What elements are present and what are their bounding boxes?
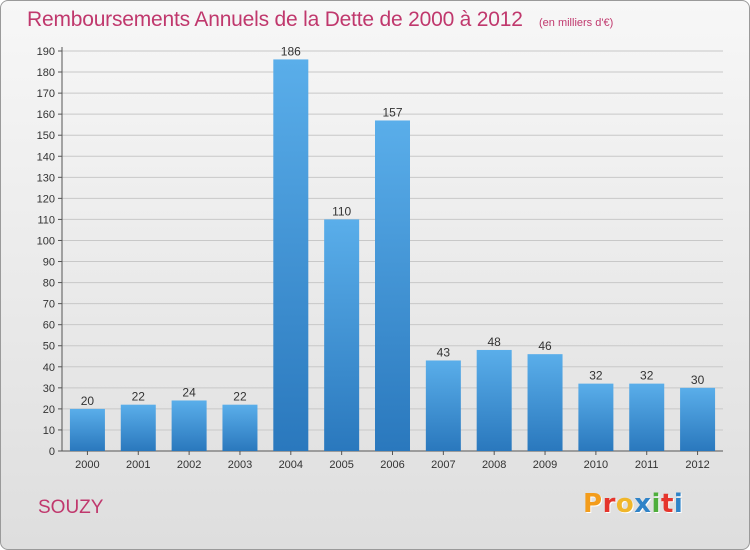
- x-tick-label: 2002: [177, 459, 201, 471]
- bar: [375, 120, 410, 451]
- bar: [324, 219, 360, 451]
- logo-letter-x: x: [634, 489, 652, 519]
- y-tick-label: 160: [37, 109, 55, 121]
- bar: [578, 383, 614, 451]
- bar-value-label: 43: [437, 345, 451, 359]
- y-tick-label: 120: [37, 193, 55, 205]
- bar-value-labels: 20 22 24 22 186 110 157 43 48 46 32 32 30: [81, 44, 705, 407]
- x-tick-label: 2003: [228, 459, 252, 471]
- x-tick-label: 2011: [635, 459, 659, 471]
- x-tick-label: 2009: [533, 459, 557, 471]
- x-axis-tick-labels: 2000 2001 2002 2003 2004 2005 2006 2007 2008 2009…: [75, 459, 710, 471]
- bar-value-label: 32: [640, 369, 654, 383]
- bar: [222, 404, 258, 451]
- y-axis-tick-labels: 0 10 20 30 40 50 60 70 80 90 100 110 120 130 140 150 160…: [37, 46, 55, 458]
- bar-value-label: 32: [589, 369, 603, 383]
- bars: [69, 59, 716, 451]
- y-tick-label: 80: [43, 278, 55, 290]
- bar-value-label: 186: [281, 44, 301, 58]
- y-tick-label: 40: [43, 362, 55, 374]
- x-tick-label: 2007: [431, 459, 455, 471]
- logo-letter-r: r: [602, 489, 616, 519]
- bar-value-label: 24: [182, 385, 196, 399]
- bar-value-label: 157: [382, 105, 402, 119]
- x-tick-label: 2001: [126, 459, 150, 471]
- y-tick-label: 90: [43, 257, 55, 269]
- y-tick-label: 180: [37, 67, 55, 79]
- y-tick-label: 170: [37, 88, 55, 100]
- bar-value-label: 110: [332, 204, 351, 218]
- bar: [425, 360, 461, 451]
- logo-letter-i: i: [651, 489, 661, 519]
- logo-letter-i-2: i: [673, 489, 684, 519]
- x-tick-label: 2008: [482, 459, 506, 471]
- logo-letter-t: t: [660, 489, 674, 519]
- y-tick-label: 150: [37, 130, 55, 142]
- x-tick-label: 2005: [329, 459, 353, 471]
- bar-value-label: 46: [538, 339, 552, 353]
- bar: [629, 383, 665, 451]
- y-tick-label: 100: [37, 235, 55, 247]
- y-tick-label: 110: [37, 214, 55, 226]
- y-tick-label: 20: [43, 404, 55, 416]
- proxiti-logo: Proxiti: [583, 489, 683, 519]
- logo-letter-p: P: [583, 489, 603, 519]
- y-tick-label: 190: [37, 46, 55, 58]
- bar: [680, 387, 716, 451]
- logo-letter-o: o: [615, 489, 635, 519]
- bar: [120, 404, 156, 451]
- y-tick-label: 50: [43, 341, 55, 353]
- bar-value-label: 22: [132, 390, 146, 404]
- bar-value-label: 30: [691, 373, 705, 387]
- bar: [476, 349, 512, 451]
- bar: [171, 400, 207, 451]
- x-tick-label: 2010: [584, 459, 608, 471]
- y-tick-label: 130: [37, 172, 55, 184]
- y-tick-label: 10: [43, 425, 55, 437]
- y-tick-label: 0: [49, 446, 55, 458]
- x-tick-label: 2004: [279, 459, 303, 471]
- bar: [527, 354, 563, 451]
- y-tick-label: 70: [43, 299, 55, 311]
- bar-value-label: 22: [233, 390, 247, 404]
- x-tick-label: 2006: [380, 459, 404, 471]
- chart-unit: (en milliers d'€): [539, 17, 614, 29]
- bar-value-label: 48: [488, 335, 502, 349]
- x-tick-label: 2000: [75, 459, 99, 471]
- town-name: SOUZY: [38, 497, 104, 518]
- y-tick-label: 30: [43, 383, 55, 395]
- chart-title: Remboursements Annuels de la Dette de 20…: [27, 8, 523, 31]
- x-tick-label: 2012: [685, 459, 709, 471]
- bar: [273, 59, 309, 451]
- y-tick-label: 140: [37, 151, 55, 163]
- bar: [69, 408, 105, 451]
- y-tick-label: 60: [43, 320, 55, 332]
- bar-value-label: 20: [81, 394, 95, 408]
